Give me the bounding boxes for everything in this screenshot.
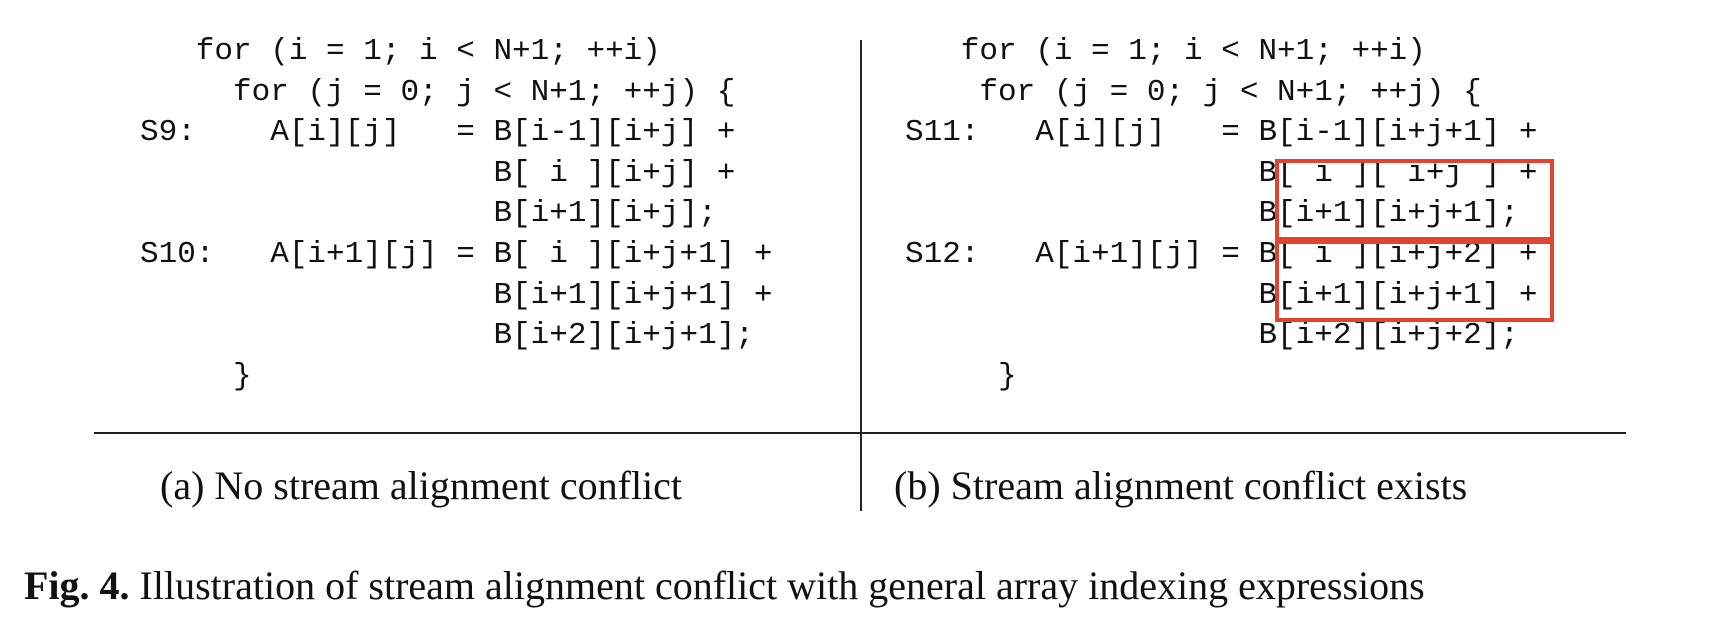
code-line: B[i+1][i+j+1] + [140, 277, 773, 313]
code-line: S11: A[i][j] = B[i-1][i+j+1] + [905, 115, 1538, 151]
code-line: B[ i ][i+j] + [140, 155, 736, 191]
subcaption-a: (a) No stream alignment conflict [160, 463, 683, 508]
horizontal-divider [94, 432, 1626, 434]
vertical-divider [860, 40, 862, 511]
code-line: B[i+1][i+j+1]; [905, 196, 1519, 232]
subcaption-b: (b) Stream alignment conflict exists [894, 463, 1468, 508]
code-line: B[i+1][i+j]; [140, 196, 717, 232]
figure-caption: Fig. 4. Illustration of stream alignment… [24, 560, 1425, 612]
code-line: B[i+2][i+j+2]; [905, 318, 1519, 354]
conflict-highlight-box-s11 [1275, 159, 1554, 241]
code-line: for (j = 0; j < N+1; ++j) { [140, 74, 736, 110]
code-line: for (i = 1; i < N+1; ++i) [140, 34, 661, 69]
code-line: for (i = 1; i < N+1; ++i) [905, 34, 1426, 69]
conflict-highlight-box-s12 [1275, 240, 1554, 322]
figure-label: Fig. 4. [24, 563, 130, 608]
code-line: } [905, 358, 1017, 394]
code-line: B[i+2][i+j+1]; [140, 318, 754, 354]
code-line: S9: A[i][j] = B[i-1][i+j] + [140, 115, 736, 151]
code-line: B[i+1][i+j+1] + [905, 277, 1538, 313]
code-panel-a: for (i = 1; i < N+1; ++i) for (j = 0; j … [140, 32, 773, 397]
figure-caption-text: Illustration of stream alignment conflic… [129, 563, 1425, 608]
code-line: } [140, 358, 252, 394]
code-line: S10: A[i+1][j] = B[ i ][i+j+1] + [140, 236, 773, 272]
code-line: for (j = 0; j < N+1; ++j) { [905, 74, 1482, 110]
